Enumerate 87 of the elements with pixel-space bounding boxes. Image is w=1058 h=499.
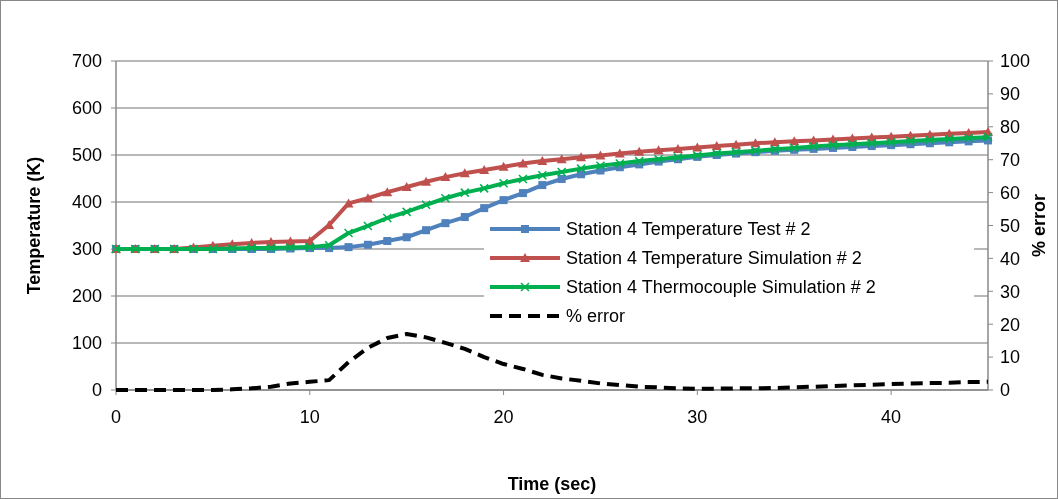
- y2-tick-label: 50: [1000, 215, 1021, 236]
- point: [498, 161, 509, 171]
- y-tick-label: 200: [71, 286, 102, 307]
- point: [634, 156, 644, 166]
- x-tick-label: 30: [687, 407, 708, 427]
- x-tick-label: 20: [493, 407, 514, 427]
- point: [460, 187, 470, 198]
- y-tick-label: 300: [71, 239, 102, 260]
- y2-tick-label: 90: [1000, 84, 1021, 105]
- point: [440, 172, 451, 182]
- legend-label: % error: [566, 306, 626, 327]
- y2-axis-title: % error: [1029, 193, 1049, 258]
- point: [905, 136, 916, 146]
- y-tick-label: 500: [71, 145, 102, 166]
- y2-tick-label: 20: [1000, 314, 1021, 335]
- point: [615, 158, 625, 169]
- point: [479, 183, 489, 194]
- y-tick-label: 700: [71, 51, 102, 72]
- point: [556, 154, 567, 164]
- point: [383, 237, 392, 246]
- y2-tick-label: 30: [1000, 281, 1021, 302]
- point: [440, 193, 451, 203]
- point: [480, 204, 489, 213]
- point: [711, 141, 722, 151]
- point: [382, 187, 393, 197]
- point: [460, 213, 469, 222]
- legend-label: Station 4 Temperature Test # 2: [566, 219, 811, 240]
- point: [362, 193, 373, 203]
- point: [401, 207, 412, 217]
- y2-tick-label: 0: [1000, 380, 1011, 401]
- legend-label: Station 4 Temperature Simulation # 2: [566, 248, 862, 269]
- legend-label: Station 4 Thermocouple Simulation # 2: [566, 277, 876, 298]
- point: [324, 240, 334, 250]
- point: [343, 228, 354, 238]
- point: [518, 189, 527, 198]
- point: [421, 176, 432, 186]
- point: [537, 156, 548, 166]
- point: [459, 168, 470, 178]
- point: [498, 178, 509, 188]
- point: [363, 221, 373, 231]
- point: [944, 134, 954, 144]
- point: [576, 163, 586, 174]
- point: [769, 137, 780, 147]
- point: [983, 132, 993, 142]
- point: [537, 170, 548, 180]
- y-tick-label: 400: [71, 192, 102, 213]
- point: [421, 200, 431, 210]
- point: [847, 139, 858, 149]
- y-tick-label: 0: [91, 380, 102, 401]
- point: [672, 143, 683, 153]
- point: [538, 181, 547, 190]
- x-axis-title: Time (sec): [507, 474, 597, 494]
- point: [963, 133, 974, 143]
- point: [614, 148, 625, 158]
- y2-tick-label: 70: [1000, 150, 1021, 170]
- point: [499, 196, 508, 205]
- y2-tick-label: 80: [1000, 117, 1021, 138]
- point: [634, 146, 645, 156]
- y-tick-label: 600: [71, 98, 102, 119]
- point: [479, 165, 490, 175]
- point: [925, 135, 935, 145]
- point: [518, 174, 528, 184]
- point: [595, 161, 606, 171]
- point: [556, 167, 567, 177]
- x-tick-label: 40: [881, 407, 902, 427]
- point: [731, 139, 742, 149]
- point: [382, 213, 393, 223]
- point: [401, 181, 412, 191]
- y-tick-label: 100: [71, 333, 102, 354]
- y2-tick-label: 60: [1000, 182, 1021, 203]
- y2-tick-label: 10: [1000, 347, 1021, 368]
- point: [576, 152, 587, 162]
- point: [557, 174, 566, 183]
- y-axis-title: Temperature (K): [24, 156, 44, 295]
- point: [363, 240, 372, 249]
- point: [422, 226, 431, 235]
- x-tick-label: 10: [299, 407, 320, 427]
- point: [653, 145, 664, 155]
- y2-tick-label: 100: [1000, 51, 1031, 72]
- point: [866, 138, 877, 148]
- point: [402, 233, 411, 242]
- point: [441, 219, 450, 228]
- point: [886, 137, 896, 148]
- point: [750, 138, 761, 148]
- y2-tick-label: 40: [1000, 248, 1021, 269]
- point: [344, 243, 353, 252]
- x-tick-label: 0: [110, 407, 122, 427]
